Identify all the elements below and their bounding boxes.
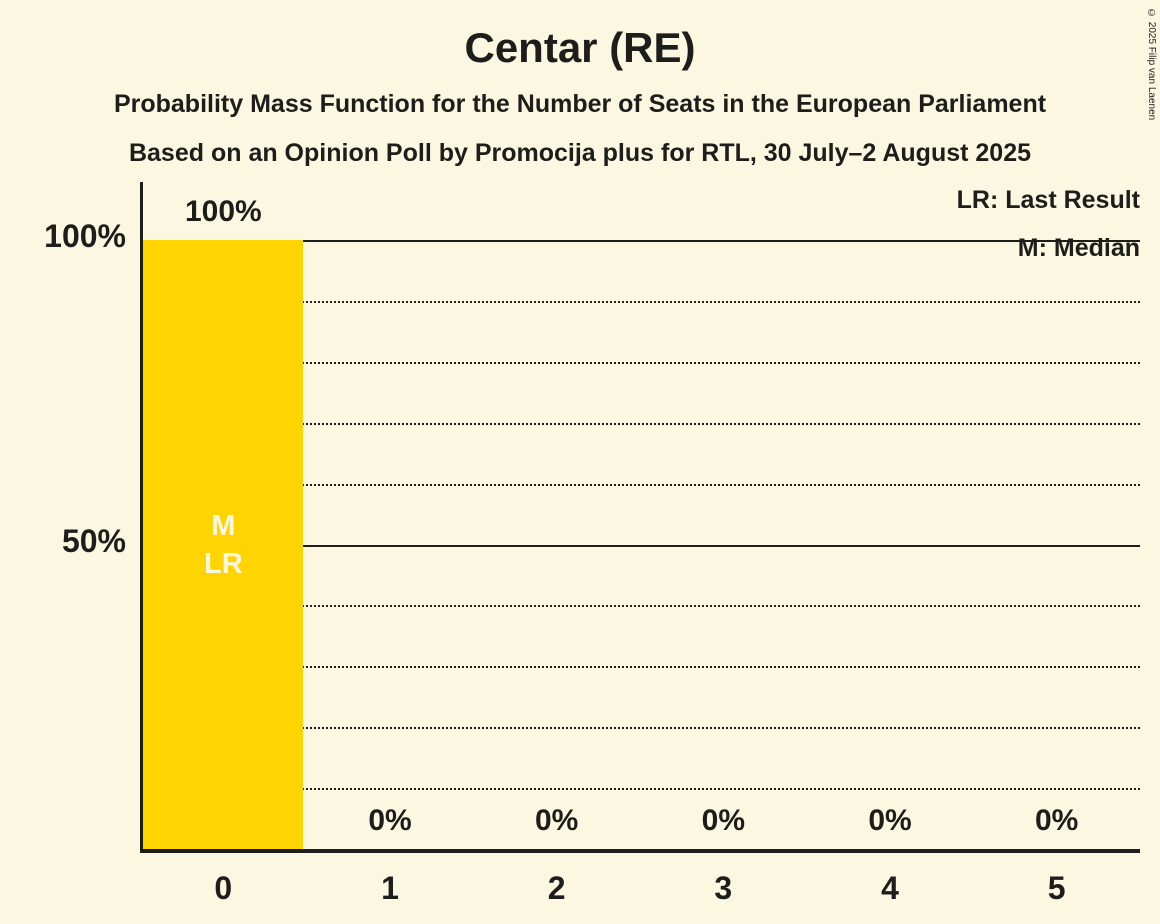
chart-subtitle-line2: Based on an Opinion Poll by Promocija pl… bbox=[128, 139, 1032, 167]
gridline-20 bbox=[143, 727, 1140, 730]
gridline-80 bbox=[143, 361, 1140, 364]
chart-subtitle-line1: Probability Mass Function for the Number… bbox=[113, 90, 1047, 118]
value-label-seats-1: 0% bbox=[368, 804, 412, 837]
value-label-seats-5: 0% bbox=[1034, 804, 1079, 837]
bar-annotation-line: M bbox=[211, 509, 236, 542]
gridline-40 bbox=[143, 605, 1140, 608]
x-axis-tick-label-4: 4 bbox=[881, 870, 899, 906]
gridline-90 bbox=[143, 300, 1140, 303]
value-label-seats-3: 0% bbox=[701, 804, 745, 837]
x-axis-tick-label-0: 0 bbox=[214, 870, 233, 906]
gridline-60 bbox=[143, 483, 1140, 486]
y-axis-tick-label-50: 50% bbox=[61, 522, 126, 559]
gridline-10 bbox=[143, 788, 1140, 791]
value-label-seats-4: 0% bbox=[868, 804, 912, 837]
x-axis-tick-label-1: 1 bbox=[381, 870, 399, 906]
x-axis-line bbox=[140, 849, 1140, 853]
bar-seats-0 bbox=[143, 240, 304, 849]
bar-annotation-line: LR bbox=[203, 547, 243, 580]
x-axis-tick-label-2: 2 bbox=[547, 870, 566, 906]
chart-title: Centar (RE) bbox=[464, 24, 696, 71]
legend-median: M: Median bbox=[1017, 234, 1140, 262]
legend-last-result: LR: Last Result bbox=[956, 186, 1140, 214]
y-axis-line bbox=[140, 182, 143, 852]
y-axis-tick-label-100: 100% bbox=[44, 218, 126, 254]
gridline-50 bbox=[143, 544, 1140, 547]
copyright-notice: © 2025 Filip van Laenen bbox=[1146, 8, 1157, 121]
x-axis-tick-label-3: 3 bbox=[714, 870, 733, 906]
value-label-seats-2: 0% bbox=[534, 804, 579, 837]
bar-annotation-m-lr: M LR bbox=[143, 507, 303, 583]
gridline-30 bbox=[143, 666, 1140, 669]
gridline-100 bbox=[143, 240, 1140, 242]
x-axis-tick-label-5: 5 bbox=[1047, 870, 1066, 906]
gridline-70 bbox=[143, 422, 1140, 425]
value-label-seats-0: 100% bbox=[184, 195, 262, 228]
